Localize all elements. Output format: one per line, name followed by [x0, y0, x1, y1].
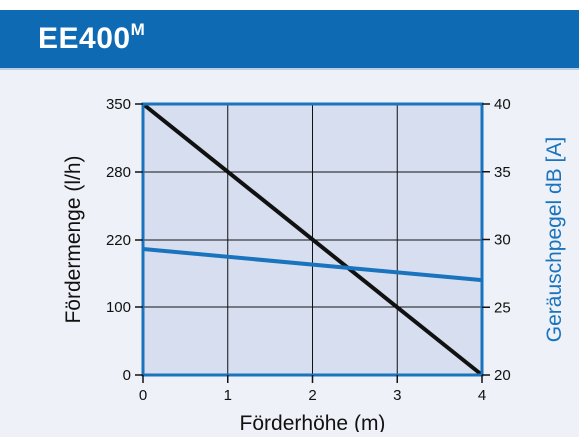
- y2-tick-label: 40: [494, 96, 511, 113]
- y-tick-label: 100: [106, 299, 131, 316]
- x-tick-label: 0: [139, 387, 147, 404]
- title-text: EE400: [38, 22, 131, 55]
- y-tick-label: 280: [106, 164, 131, 181]
- header-bar: EE400M: [0, 10, 579, 68]
- y-tick-label: 220: [106, 232, 131, 249]
- pump-performance-chart: 0 100 220 280 350 20 25 30 35 40 0 1 2 3 4 Förderhöhe (…: [62, 96, 566, 435]
- header-divider: [0, 68, 579, 70]
- y2-tick-label: 30: [494, 232, 511, 249]
- x-tick-label: 2: [308, 387, 316, 404]
- x-axis-label: Förderhöhe (m): [240, 412, 386, 432]
- top-strip: [0, 0, 579, 10]
- y2-tick-label: 20: [494, 367, 511, 384]
- title-superscript: M: [130, 20, 146, 39]
- y-axis-label: Fördermenge (l/h): [62, 155, 85, 323]
- flow-rate-line: [141, 102, 484, 377]
- x-tick-label: 1: [224, 387, 232, 404]
- y2-tick-label: 25: [494, 299, 511, 316]
- page-title: EE400M: [38, 20, 146, 56]
- x-tick-label: 4: [478, 387, 486, 404]
- chart-area: 0 100 220 280 350 20 25 30 35 40 0 1 2 3 4 Förderhöhe (…: [0, 70, 579, 435]
- y-tick-label: 350: [106, 96, 131, 113]
- y2-tick-label: 35: [494, 164, 511, 181]
- x-tick-label: 3: [393, 387, 401, 404]
- noise-level-line: [142, 246, 483, 283]
- y2-axis-label: Geräuschpegel dB [A]: [543, 137, 566, 342]
- y-tick-label: 0: [123, 367, 131, 384]
